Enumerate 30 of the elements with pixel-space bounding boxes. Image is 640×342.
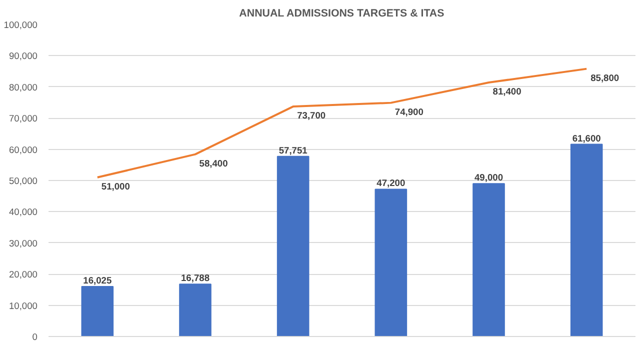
bar xyxy=(374,188,408,336)
y-tick-label: 30,000 xyxy=(8,238,38,248)
y-tick-label: 90,000 xyxy=(8,51,38,62)
data-label: 81,400 xyxy=(492,86,522,97)
data-label: 47,200 xyxy=(376,178,406,188)
data-label: 51,000 xyxy=(101,181,130,192)
data-label: 49,000 xyxy=(474,172,504,183)
data-label: 85,800 xyxy=(590,72,620,83)
data-label: 74,900 xyxy=(394,106,424,117)
bar xyxy=(472,183,505,336)
bar xyxy=(81,286,114,336)
y-tick-label: 40,000 xyxy=(8,207,38,218)
chart-title: ANNUAL ADMISSIONS TARGETS & ITAS xyxy=(239,8,444,20)
bar xyxy=(276,156,310,336)
y-tick-label: 50,000 xyxy=(8,176,38,186)
data-label: 73,700 xyxy=(297,110,326,121)
bar xyxy=(570,144,603,336)
y-tick-label: 0 xyxy=(32,332,38,342)
data-label: 58,400 xyxy=(199,158,228,168)
y-tick-label: 10,000 xyxy=(8,300,38,311)
y-tick-label: 80,000 xyxy=(8,82,38,92)
data-label: 61,600 xyxy=(572,133,601,144)
data-label: 57,751 xyxy=(278,145,308,156)
y-tick-label: 60,000 xyxy=(8,144,38,155)
data-label: 16,788 xyxy=(180,273,210,284)
y-tick-label: 20,000 xyxy=(8,270,38,280)
y-tick-label: 100,000 xyxy=(4,20,38,30)
bar xyxy=(179,284,212,336)
y-tick-label: 70,000 xyxy=(8,114,38,124)
data-label: 16,025 xyxy=(83,276,112,286)
